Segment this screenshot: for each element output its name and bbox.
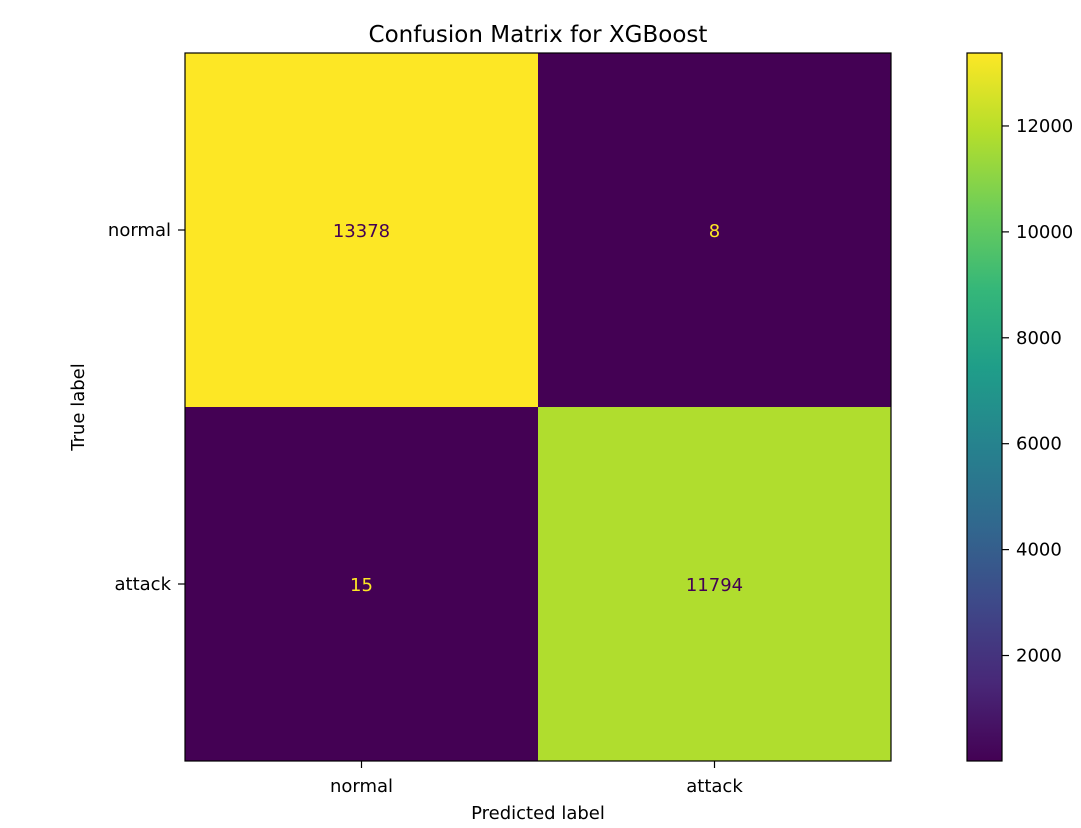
cell-value-label: 11794 [686, 575, 743, 596]
heatmap-cell [185, 53, 539, 408]
heatmap-cells [185, 53, 892, 762]
x-axis-ticks: normal attack [330, 761, 743, 797]
colorbar-tick-label: 10000 [1016, 222, 1073, 243]
colorbar-ticks: 2000 4000 6000 8000 10000 12000 [1002, 116, 1073, 667]
y-axis-label: True label [68, 363, 89, 452]
colorbar-tick-label: 6000 [1016, 434, 1062, 455]
colorbar-tick-label: 2000 [1016, 646, 1062, 667]
x-tick-label: normal [330, 776, 393, 797]
y-axis-ticks: normal attack [108, 220, 185, 595]
colorbar-tick-label: 8000 [1016, 328, 1062, 349]
x-axis-label: Predicted label [471, 803, 605, 824]
cell-value-label: 8 [709, 221, 720, 242]
chart-title: Confusion Matrix for XGBoost [369, 22, 708, 48]
colorbar-tick-label: 4000 [1016, 540, 1062, 561]
heatmap-cell [185, 407, 539, 762]
plot-frame [184, 52, 892, 762]
colorbar [967, 53, 1002, 761]
colorbar-frame [966, 52, 1003, 762]
y-tick-label: attack [115, 574, 172, 595]
colorbar-tick-label: 12000 [1016, 116, 1073, 137]
cell-value-label: 13378 [333, 221, 390, 242]
cell-value-label: 15 [350, 575, 373, 596]
heatmap-cell [538, 407, 892, 762]
y-tick-label: normal [108, 220, 171, 241]
heatmap-cell-labels: 13378 8 15 11794 [333, 221, 743, 596]
heatmap-cell [538, 53, 892, 408]
x-tick-label: attack [686, 776, 743, 797]
